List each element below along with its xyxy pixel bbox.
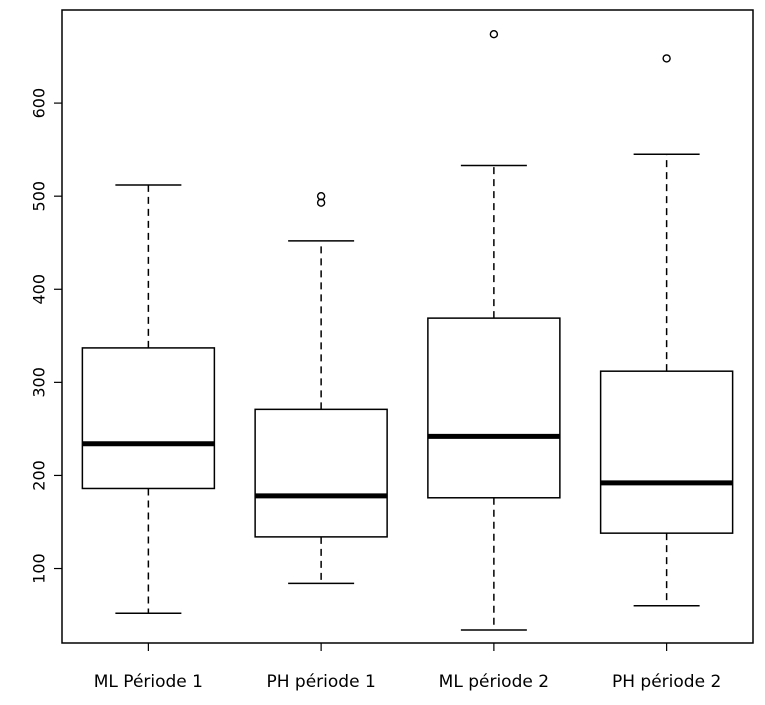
- iqr-box: [255, 409, 387, 537]
- x-category-label: PH période 1: [266, 672, 375, 692]
- x-category-label: ML Période 1: [94, 672, 203, 692]
- outlier-point: [663, 55, 670, 62]
- iqr-box: [601, 371, 733, 533]
- boxes-group: [82, 31, 732, 630]
- box-3: [428, 31, 560, 630]
- y-tick-label: 100: [30, 553, 49, 584]
- y-tick-label: 300: [30, 367, 49, 398]
- x-category-label: PH période 2: [612, 672, 721, 692]
- x-category-label: ML période 2: [439, 672, 549, 692]
- iqr-box: [82, 348, 214, 489]
- y-tick-label: 500: [30, 181, 49, 212]
- y-tick-label: 600: [30, 88, 49, 119]
- outlier-point: [490, 31, 497, 38]
- x-axis: ML Période 1 PH période 1 ML période 2 PH p…: [94, 643, 722, 692]
- y-axis: 100 200 300 400 500 600: [30, 88, 63, 584]
- y-tick-label: 200: [30, 460, 49, 491]
- plot-frame: [62, 10, 753, 643]
- box-2: [255, 193, 387, 584]
- box-4: [601, 55, 733, 606]
- box-1: [82, 185, 214, 613]
- iqr-box: [428, 318, 560, 498]
- y-tick-label: 400: [30, 274, 49, 305]
